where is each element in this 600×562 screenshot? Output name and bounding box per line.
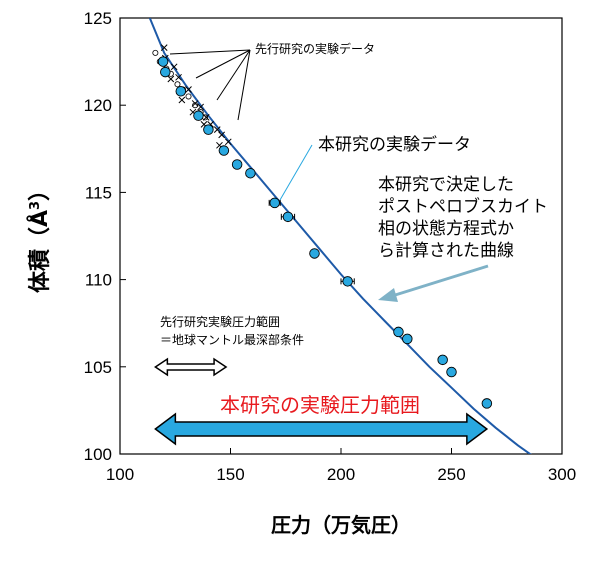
this-data-point xyxy=(203,124,214,135)
eos-curve xyxy=(148,18,532,454)
leader-line xyxy=(195,49,251,79)
y-axis-title-main: 体積（Å xyxy=(27,210,53,293)
y-axis-title-close: ） xyxy=(28,179,53,201)
this-data-point xyxy=(282,211,294,223)
this-data-point xyxy=(175,85,187,97)
this-data-points xyxy=(157,56,493,409)
curve-label-line: ら計算された曲線 xyxy=(378,241,514,261)
this-data-point xyxy=(160,66,171,78)
y-tick-label: 105 xyxy=(84,358,112,377)
leader-line xyxy=(169,49,251,55)
curve-label: 本研究で決定した ポストペロブスカイト 相の状態方程式か ら計算された曲線 xyxy=(378,175,548,261)
prior-cross-point xyxy=(175,73,182,81)
this-data-point xyxy=(402,333,413,345)
prior-range-label: 先行研究実験圧力範囲 ＝地球マントル最深部条件 xyxy=(160,314,304,347)
prior-circle-point xyxy=(152,49,159,56)
y-tick-label: 120 xyxy=(84,96,112,115)
prior-range-line: 先行研究実験圧力範囲 xyxy=(160,314,280,329)
y-tick-label: 110 xyxy=(85,271,112,290)
y-axis-title-sup: 3 xyxy=(28,201,43,210)
y-tick-label: 100 xyxy=(84,445,112,464)
x-tick-label: 100 xyxy=(106,465,134,484)
prior-cross-point xyxy=(213,126,221,133)
curve-pointer-arrow xyxy=(378,264,489,302)
prior-circle-point xyxy=(174,81,181,88)
y-tick-label: 115 xyxy=(85,183,112,202)
prior-data-label: 先行研究の実験データ xyxy=(255,41,375,56)
x-tick-label: 200 xyxy=(327,465,355,484)
prior-cross-point xyxy=(218,131,226,139)
y-axis-title: 体積（Å3） xyxy=(27,179,53,293)
this-data-point xyxy=(437,354,448,366)
this-range-arrow xyxy=(154,412,489,446)
x-axis-title: 圧力（万気圧） xyxy=(271,513,411,537)
prior-cross-point xyxy=(197,103,205,111)
prior-data-leaders xyxy=(169,49,251,121)
prior-cross-point xyxy=(170,63,178,71)
this-data-point xyxy=(481,398,493,409)
this-data-point xyxy=(218,145,230,156)
prior-cross-point xyxy=(202,114,210,121)
this-data-error-bars xyxy=(268,199,355,285)
curve-label-line: 相の状態方程式か xyxy=(378,219,514,239)
leader-line xyxy=(237,49,251,121)
this-data-point xyxy=(309,248,320,259)
this-data-label: 本研究の実験データ xyxy=(318,134,471,155)
this-range-label: 本研究の実験圧力範囲 xyxy=(220,393,420,417)
prior-cross-point xyxy=(178,96,186,104)
this-data-point xyxy=(446,366,457,378)
curve-label-line: 本研究で決定した xyxy=(378,175,514,195)
this-data-point xyxy=(269,197,280,209)
curve-label-line: ポストペロブスカイト xyxy=(378,196,548,217)
prior-cross-point xyxy=(160,44,168,52)
prior-range-arrow xyxy=(154,357,228,377)
this-data-point xyxy=(231,159,243,170)
x-tick-label: 150 xyxy=(216,465,244,484)
svg-text:体積（Å3）: 体積（Å3） xyxy=(27,179,53,293)
prior-cross-point xyxy=(191,100,199,107)
prior-cross-point xyxy=(185,86,192,93)
x-tick-label: 300 xyxy=(548,465,576,484)
x-axis: 100 150 200 250 300 xyxy=(106,448,576,484)
this-data-point xyxy=(245,167,256,179)
y-tick-label: 125 xyxy=(84,9,112,28)
leader-line xyxy=(216,49,251,101)
this-data-point xyxy=(342,276,353,287)
this-data-point xyxy=(193,110,204,121)
this-data-point xyxy=(393,326,404,338)
this-data-point xyxy=(157,56,169,67)
this-data-leader xyxy=(279,144,313,201)
prior-cross-point xyxy=(167,75,175,83)
y-axis: 100 105 110 115 120 125 xyxy=(84,9,126,464)
prior-circle-point xyxy=(192,102,199,109)
prior-circle-point xyxy=(185,93,192,100)
prior-range-line: ＝地球マントル最深部条件 xyxy=(160,332,304,347)
prior-cross-point xyxy=(224,138,232,146)
x-tick-label: 250 xyxy=(437,465,465,484)
